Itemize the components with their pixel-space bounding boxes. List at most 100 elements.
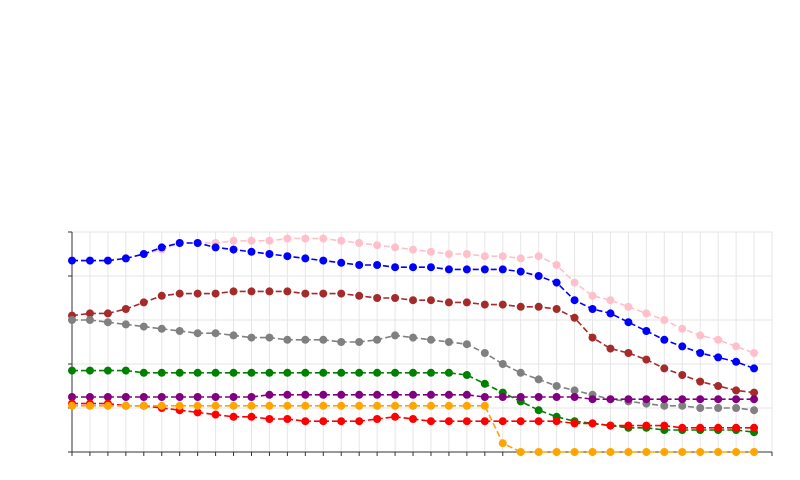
data-point bbox=[462, 298, 471, 307]
data-point bbox=[444, 265, 453, 274]
data-point bbox=[732, 448, 741, 456]
data-point bbox=[175, 239, 184, 247]
data-point bbox=[103, 256, 112, 265]
data-point bbox=[750, 423, 759, 432]
data-point bbox=[588, 333, 597, 342]
data-point bbox=[750, 448, 759, 456]
data-point bbox=[444, 401, 453, 410]
data-point bbox=[552, 305, 561, 313]
data-point bbox=[355, 338, 364, 346]
data-point bbox=[409, 390, 418, 399]
data-point bbox=[570, 296, 579, 305]
series-4 bbox=[68, 316, 759, 415]
data-point bbox=[391, 243, 400, 252]
data-point bbox=[337, 417, 346, 426]
series-2 bbox=[68, 239, 759, 373]
data-point bbox=[480, 300, 489, 309]
data-point bbox=[193, 393, 202, 401]
data-point bbox=[355, 401, 364, 410]
data-point bbox=[409, 415, 418, 423]
data-point bbox=[265, 401, 274, 410]
data-point bbox=[373, 415, 382, 423]
data-point bbox=[175, 393, 184, 401]
data-point bbox=[337, 368, 346, 377]
data-point bbox=[355, 261, 364, 269]
data-point bbox=[480, 379, 489, 388]
data-point bbox=[606, 296, 615, 305]
data-point bbox=[570, 278, 579, 287]
data-point bbox=[498, 265, 507, 274]
data-point bbox=[265, 236, 274, 245]
data-point bbox=[409, 333, 418, 342]
data-point bbox=[409, 368, 418, 377]
data-point bbox=[660, 335, 669, 344]
data-point bbox=[678, 395, 687, 404]
data-point bbox=[139, 393, 148, 401]
data-point bbox=[498, 439, 507, 448]
data-point bbox=[193, 329, 202, 338]
data-point bbox=[498, 393, 507, 401]
data-point bbox=[157, 393, 166, 401]
data-point bbox=[444, 338, 453, 346]
data-point bbox=[85, 393, 94, 401]
data-point bbox=[714, 395, 723, 404]
data-point bbox=[373, 294, 382, 302]
data-point bbox=[696, 404, 705, 412]
data-point bbox=[391, 294, 400, 302]
data-point bbox=[444, 368, 453, 377]
data-point bbox=[552, 261, 561, 269]
data-point bbox=[732, 386, 741, 395]
data-point bbox=[588, 448, 597, 456]
data-point bbox=[301, 401, 310, 410]
data-point bbox=[588, 291, 597, 300]
data-point bbox=[319, 335, 328, 344]
data-point bbox=[642, 421, 651, 430]
data-point bbox=[301, 335, 310, 344]
data-point bbox=[247, 393, 256, 401]
data-point bbox=[193, 401, 202, 410]
data-point bbox=[570, 313, 579, 322]
data-point bbox=[247, 247, 256, 256]
data-point bbox=[391, 412, 400, 421]
data-point bbox=[211, 368, 220, 377]
data-point bbox=[696, 349, 705, 357]
data-point bbox=[319, 390, 328, 399]
data-point bbox=[355, 239, 364, 247]
data-point bbox=[211, 401, 220, 410]
data-point bbox=[121, 393, 130, 401]
data-point bbox=[247, 412, 256, 421]
data-point bbox=[750, 349, 759, 357]
data-point bbox=[462, 250, 471, 258]
data-point bbox=[157, 243, 166, 252]
data-point bbox=[265, 287, 274, 296]
data-point bbox=[462, 340, 471, 349]
data-point bbox=[516, 448, 525, 456]
data-point bbox=[426, 417, 435, 426]
data-point bbox=[534, 417, 543, 426]
data-point bbox=[229, 245, 238, 254]
data-point bbox=[409, 296, 418, 305]
data-point bbox=[247, 401, 256, 410]
data-point bbox=[229, 368, 238, 377]
data-point bbox=[480, 393, 489, 401]
data-point bbox=[391, 401, 400, 410]
data-point bbox=[642, 448, 651, 456]
data-point bbox=[570, 448, 579, 456]
data-point bbox=[283, 335, 292, 344]
data-point bbox=[121, 320, 130, 329]
data-point bbox=[696, 377, 705, 386]
data-point bbox=[283, 287, 292, 296]
data-point bbox=[480, 252, 489, 261]
data-point bbox=[373, 401, 382, 410]
data-point bbox=[103, 309, 112, 318]
data-point bbox=[714, 404, 723, 412]
data-point bbox=[175, 368, 184, 377]
data-point bbox=[426, 263, 435, 272]
data-point bbox=[714, 382, 723, 390]
data-point bbox=[265, 415, 274, 423]
data-point bbox=[732, 342, 741, 351]
data-point bbox=[139, 250, 148, 258]
data-point bbox=[68, 401, 76, 410]
data-point bbox=[103, 393, 112, 401]
